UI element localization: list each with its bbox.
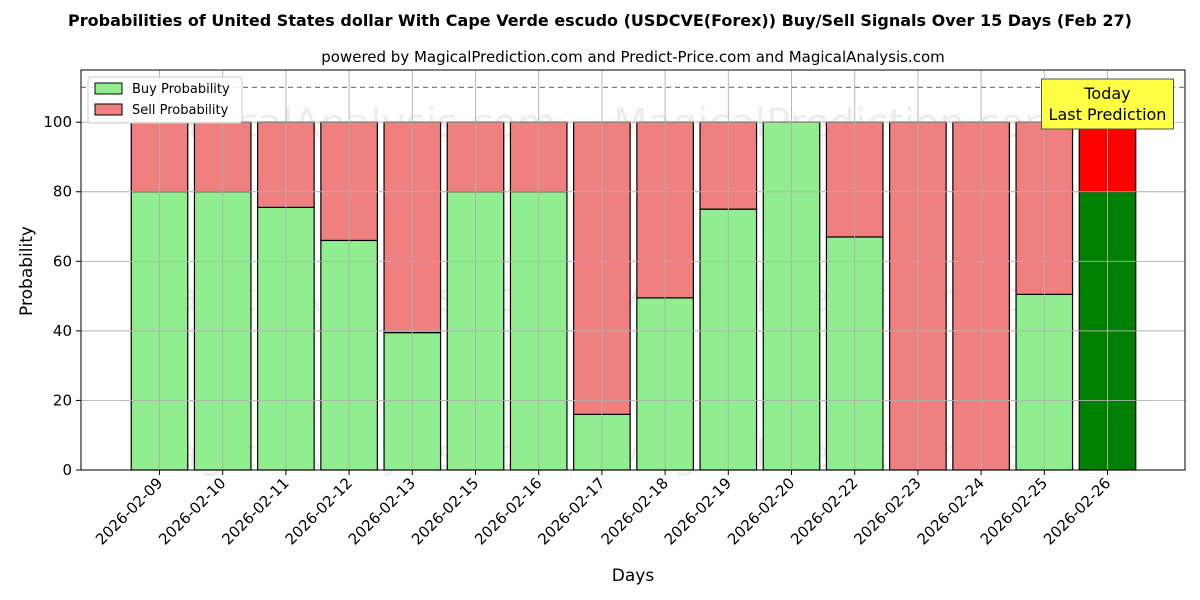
chart-subtitle: powered by MagicalPrediction.com and Pre… (321, 48, 945, 66)
plot-area: MagicalAnalysis.comMagicalPrediction.com… (43, 69, 1186, 548)
x-tick-label: 2026-02-24 (914, 474, 988, 548)
x-tick-label: 2026-02-26 (1040, 474, 1114, 548)
y-axis-label: Probability (17, 226, 37, 316)
x-tick-label: 2026-02-19 (661, 474, 735, 548)
x-tick-label: 2026-02-13 (345, 474, 419, 548)
x-axis-label: Days (612, 566, 655, 586)
x-tick-label: 2026-02-11 (218, 474, 292, 548)
y-tick-label: 60 (53, 252, 72, 270)
x-tick-label: 2026-02-17 (534, 474, 608, 548)
x-tick-label: 2026-02-22 (787, 474, 861, 548)
x-tick-label: 2026-02-10 (155, 474, 229, 548)
today-annotation-line2: Last Prediction (1049, 105, 1167, 124)
legend-swatch (94, 103, 123, 116)
legend-label: Sell Probability (132, 103, 229, 118)
x-tick-label: 2026-02-25 (977, 474, 1051, 548)
today-annotation-line1: Today (1083, 84, 1130, 103)
y-tick-label: 20 (53, 391, 72, 409)
x-tick-label: 2026-02-16 (471, 474, 545, 548)
chart-title: Probabilities of United States dollar Wi… (68, 11, 1132, 30)
x-tick-label: 2026-02-09 (92, 474, 166, 548)
x-tick-label: 2026-02-20 (724, 474, 798, 548)
x-tick-label: 2026-02-12 (282, 474, 356, 548)
x-tick-label: 2026-02-18 (598, 474, 672, 548)
legend-label: Buy Probability (132, 82, 230, 97)
x-tick-label: 2026-02-23 (850, 474, 924, 548)
y-tick-label: 40 (53, 322, 72, 340)
y-tick-label: 0 (62, 461, 72, 479)
x-tick-label: 2026-02-15 (408, 474, 482, 548)
y-tick-label: 80 (53, 183, 72, 201)
plot-frame (80, 69, 1186, 471)
y-tick-label: 100 (43, 113, 72, 131)
legend-swatch (94, 82, 123, 95)
today-annotation-box (1041, 78, 1174, 130)
legend-box (87, 76, 243, 124)
